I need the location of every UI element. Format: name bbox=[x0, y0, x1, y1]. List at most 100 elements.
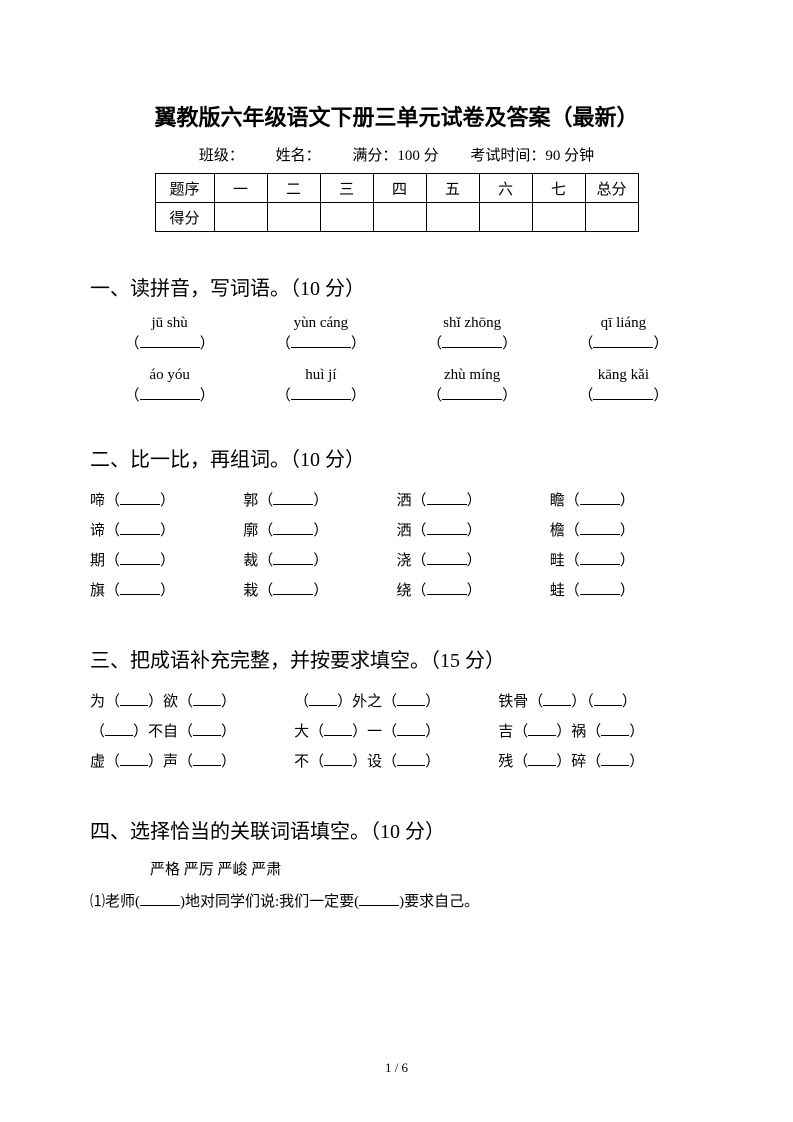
q2-item: 檐（） bbox=[550, 516, 703, 546]
q2-item: 期（） bbox=[90, 546, 243, 576]
fill-blank bbox=[427, 489, 467, 505]
q2-row: 旗（）栽（）绕（）蛙（） bbox=[90, 576, 703, 606]
text-fragment: )地对同学们说:我们一定要( bbox=[180, 894, 359, 910]
fill-blank bbox=[273, 489, 313, 505]
pinyin-cell: áo yóu bbox=[94, 367, 245, 384]
fill-blank bbox=[273, 579, 313, 595]
pinyin-row: jū shù yùn cáng shǐ zhōng qī liáng bbox=[90, 315, 703, 332]
fill-blank bbox=[140, 332, 200, 348]
fill-blank bbox=[397, 720, 425, 736]
q3-item: 为（）欲（） bbox=[90, 687, 294, 717]
fill-blank bbox=[273, 549, 313, 565]
q3-item: 不（）设（） bbox=[294, 747, 498, 777]
fill-blank bbox=[140, 384, 200, 400]
pinyin-cell: yùn cáng bbox=[245, 315, 396, 332]
q2-item: 旗（） bbox=[90, 576, 243, 606]
fill-blank bbox=[120, 549, 160, 565]
q2-item: 栽（） bbox=[243, 576, 396, 606]
fill-blank bbox=[273, 519, 313, 535]
q2-item: 谛（） bbox=[90, 516, 243, 546]
fill-blank bbox=[324, 720, 352, 736]
q4-heading: 四、选择恰当的关联词语填空。（10 分） bbox=[90, 815, 703, 844]
q2-item: 畦（） bbox=[550, 546, 703, 576]
q2-heading: 二、比一比，再组词。（10 分） bbox=[90, 443, 703, 472]
fill-blank bbox=[193, 690, 221, 706]
pinyin-cell: zhù míng bbox=[397, 367, 548, 384]
exam-info-line: 班级： 姓名： 满分：100 分 考试时间：90 分钟 bbox=[90, 144, 703, 165]
q2-row: 啼（）郭（）洒（）瞻（） bbox=[90, 486, 703, 516]
q3-item: 残（）碎（） bbox=[498, 747, 702, 777]
col-header: 总分 bbox=[585, 174, 638, 203]
pinyin-cell: qī liáng bbox=[548, 315, 699, 332]
pinyin-cell: kāng kǎi bbox=[548, 367, 699, 384]
exam-time: 考试时间：90 分钟 bbox=[470, 148, 594, 164]
fill-blank bbox=[359, 890, 399, 906]
fill-blank bbox=[105, 720, 133, 736]
fill-blank bbox=[593, 332, 653, 348]
blank-cell: （） bbox=[397, 384, 548, 405]
col-header: 六 bbox=[479, 174, 532, 203]
q3-item: 大（）一（） bbox=[294, 717, 498, 747]
score-cell bbox=[479, 203, 532, 232]
score-cell bbox=[532, 203, 585, 232]
fill-blank bbox=[543, 690, 571, 706]
q2-item: 裁（） bbox=[243, 546, 396, 576]
q3-item: 虚（）声（） bbox=[90, 747, 294, 777]
fill-blank bbox=[193, 720, 221, 736]
text-fragment: )要求自己。 bbox=[399, 894, 479, 910]
q3-row: （）不自（）大（）一（）吉（）祸（） bbox=[90, 717, 703, 747]
fill-blank bbox=[580, 549, 620, 565]
score-table: 题序 一 二 三 四 五 六 七 总分 得分 bbox=[155, 173, 639, 232]
score-cell bbox=[214, 203, 267, 232]
fill-blank bbox=[442, 384, 502, 400]
q2-item: 瞻（） bbox=[550, 486, 703, 516]
class-label: 班级： bbox=[199, 148, 244, 164]
pinyin-cell: jū shù bbox=[94, 315, 245, 332]
q2-item: 浇（） bbox=[397, 546, 550, 576]
table-row: 题序 一 二 三 四 五 六 七 总分 bbox=[155, 174, 638, 203]
q2-item: 啼（） bbox=[90, 486, 243, 516]
q3-container: 为（）欲（）（）外之（）铁骨（）（）（）不自（）大（）一（）吉（）祸（）虚（）声… bbox=[90, 687, 703, 777]
q3-item: （）不自（） bbox=[90, 717, 294, 747]
fill-blank bbox=[528, 720, 556, 736]
fill-blank bbox=[442, 332, 502, 348]
name-label: 姓名： bbox=[276, 148, 321, 164]
fill-blank bbox=[427, 579, 467, 595]
text-fragment: ⑴老师( bbox=[90, 894, 140, 910]
fill-blank bbox=[120, 489, 160, 505]
q3-row: 为（）欲（）（）外之（）铁骨（）（） bbox=[90, 687, 703, 717]
col-header: 一 bbox=[214, 174, 267, 203]
fill-blank bbox=[427, 519, 467, 535]
q3-item: 铁骨（）（） bbox=[498, 687, 702, 717]
fill-blank bbox=[594, 690, 622, 706]
blank-cell: （） bbox=[94, 332, 245, 353]
q2-item: 洒（） bbox=[397, 516, 550, 546]
q2-row: 期（）裁（）浇（）畦（） bbox=[90, 546, 703, 576]
fill-blank bbox=[427, 549, 467, 565]
q3-item: 吉（）祸（） bbox=[498, 717, 702, 747]
pinyin-cell: huì jí bbox=[245, 367, 396, 384]
blank-cell: （） bbox=[245, 384, 396, 405]
col-header: 七 bbox=[532, 174, 585, 203]
fill-blank bbox=[528, 750, 556, 766]
fill-blank bbox=[397, 750, 425, 766]
fill-blank bbox=[291, 332, 351, 348]
q2-item: 蛙（） bbox=[550, 576, 703, 606]
q3-row: 虚（）声（）不（）设（）残（）碎（） bbox=[90, 747, 703, 777]
fill-blank bbox=[140, 890, 180, 906]
fill-blank bbox=[309, 690, 337, 706]
q3-item: （）外之（） bbox=[294, 687, 498, 717]
col-header: 五 bbox=[426, 174, 479, 203]
score-cell bbox=[320, 203, 373, 232]
row-label: 题序 bbox=[155, 174, 214, 203]
fill-blank bbox=[193, 750, 221, 766]
blank-cell: （） bbox=[245, 332, 396, 353]
fill-blank bbox=[120, 750, 148, 766]
fill-blank bbox=[324, 750, 352, 766]
q1-heading: 一、读拼音，写词语。（10 分） bbox=[90, 272, 703, 301]
page-footer: 1 / 6 bbox=[0, 1060, 793, 1076]
fill-blank bbox=[593, 384, 653, 400]
full-score: 满分：100 分 bbox=[352, 148, 438, 164]
fill-blank bbox=[580, 489, 620, 505]
q2-item: 郭（） bbox=[243, 486, 396, 516]
